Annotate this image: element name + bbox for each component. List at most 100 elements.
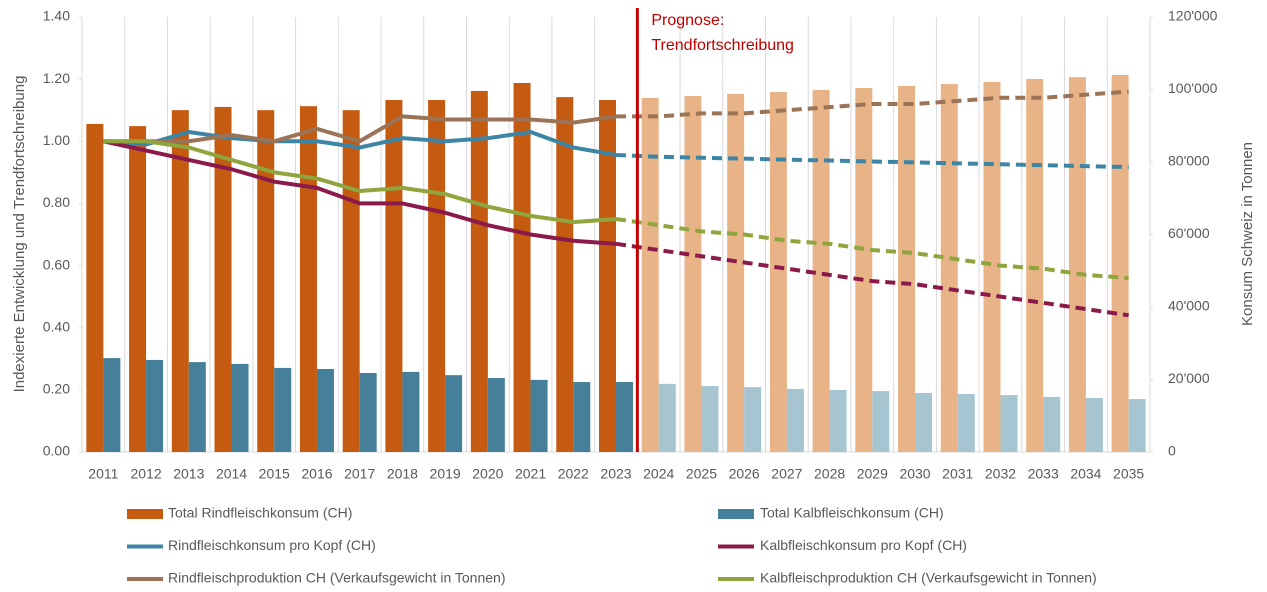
bar — [428, 100, 446, 452]
legend-label: Total Kalbfleischkonsum (CH) — [760, 505, 944, 521]
y-tick-label: 0.00 — [43, 443, 70, 459]
bar — [359, 372, 377, 452]
y-tick-label: 1.40 — [43, 8, 70, 24]
y2-tick-label: 120'000 — [1168, 8, 1218, 24]
y-tick-label: 0.80 — [43, 194, 70, 210]
bar — [530, 379, 548, 452]
x-tick-label: 2030 — [899, 466, 930, 482]
bar — [1068, 77, 1086, 453]
bar — [573, 382, 591, 452]
bar — [146, 359, 164, 452]
x-tick-label: 2023 — [600, 466, 631, 482]
y-axis-label: Indexierte Entwicklung und Trendfortschr… — [11, 76, 28, 393]
bar — [658, 383, 676, 452]
bar — [487, 378, 505, 452]
bar — [1128, 399, 1146, 452]
bar — [188, 362, 206, 452]
bar — [701, 386, 719, 452]
bar — [470, 90, 488, 452]
x-tick-label: 2027 — [771, 466, 802, 482]
x-tick-label: 2019 — [430, 466, 461, 482]
forecast-line — [615, 216, 1129, 280]
legend-swatch — [718, 509, 754, 519]
y-tick-label: 1.20 — [43, 70, 70, 86]
x-tick-label: 2034 — [1070, 466, 1101, 482]
x-tick-label: 2014 — [216, 466, 247, 482]
legend-label: Kalbfleischkonsum pro Kopf (CH) — [760, 537, 967, 553]
legend-swatch — [127, 509, 163, 519]
bar — [445, 375, 463, 452]
y2-tick-label: 20'000 — [1168, 370, 1210, 386]
line — [102, 139, 617, 246]
x-tick-label: 2022 — [558, 466, 589, 482]
bar — [385, 100, 403, 452]
bar — [684, 96, 702, 453]
y2-tick-label: 0 — [1168, 443, 1176, 459]
y2-tick-label: 100'000 — [1168, 80, 1218, 96]
bar — [402, 371, 420, 452]
x-tick-label: 2031 — [942, 466, 973, 482]
legend-label: Kalbfleischproduktion CH (Verkaufsgewich… — [760, 570, 1097, 586]
bar — [915, 392, 933, 452]
x-tick-label: 2021 — [515, 466, 546, 482]
x-tick-label: 2011 — [88, 466, 118, 482]
bar — [872, 391, 890, 452]
bar — [129, 126, 147, 453]
bar — [1085, 397, 1103, 452]
y2-tick-label: 80'000 — [1168, 153, 1210, 169]
bar — [556, 97, 574, 453]
x-tick-label: 2016 — [301, 466, 332, 482]
bar — [940, 84, 958, 452]
annotation: Prognose: — [651, 12, 724, 29]
bar — [103, 358, 121, 452]
bar — [983, 81, 1001, 452]
x-tick-label: 2033 — [1028, 466, 1059, 482]
bar — [1000, 395, 1018, 452]
bar — [342, 110, 360, 452]
bar — [744, 387, 762, 452]
y-tick-label: 1.00 — [43, 132, 70, 148]
bar — [641, 97, 659, 453]
bar — [769, 92, 787, 452]
x-tick-label: 2013 — [173, 466, 204, 482]
line — [103, 114, 617, 144]
bar — [1043, 396, 1061, 452]
y-tick-label: 0.40 — [43, 318, 70, 334]
y-tick-label: 0.20 — [43, 381, 70, 397]
x-tick-label: 2032 — [985, 466, 1016, 482]
legend-label: Rindfleischproduktion CH (Verkaufsgewich… — [168, 570, 505, 586]
bar — [513, 82, 531, 452]
x-tick-label: 2018 — [387, 466, 418, 482]
bar — [786, 388, 804, 452]
x-tick-label: 2029 — [857, 466, 888, 482]
x-tick-label: 2024 — [643, 466, 674, 482]
annotation: Trendfortschreibung — [651, 37, 794, 54]
bar — [898, 85, 916, 452]
bar — [231, 363, 249, 452]
bar — [299, 106, 317, 453]
legend-label: Total Rindfleischkonsum (CH) — [168, 505, 352, 521]
forecast-line — [616, 89, 1129, 119]
bar — [1111, 75, 1129, 452]
bar — [171, 110, 189, 452]
bar — [829, 390, 847, 452]
bar — [616, 382, 633, 452]
bar — [957, 394, 975, 452]
bar — [727, 93, 745, 452]
x-tick-label: 2035 — [1113, 466, 1144, 482]
forecast-line — [615, 241, 1129, 318]
line — [103, 129, 617, 157]
bar — [855, 88, 873, 453]
x-tick-label: 2026 — [729, 466, 760, 482]
x-tick-label: 2017 — [344, 466, 375, 482]
x-tick-label: 2020 — [472, 466, 503, 482]
line — [103, 139, 617, 225]
forecast-line — [615, 152, 1129, 170]
bar — [257, 110, 275, 452]
legend-label: Rindfleischkonsum pro Kopf (CH) — [168, 537, 376, 553]
bar — [812, 89, 830, 453]
bar — [1026, 78, 1044, 453]
bar — [316, 368, 334, 452]
x-tick-label: 2025 — [686, 466, 717, 482]
bar — [214, 106, 232, 453]
